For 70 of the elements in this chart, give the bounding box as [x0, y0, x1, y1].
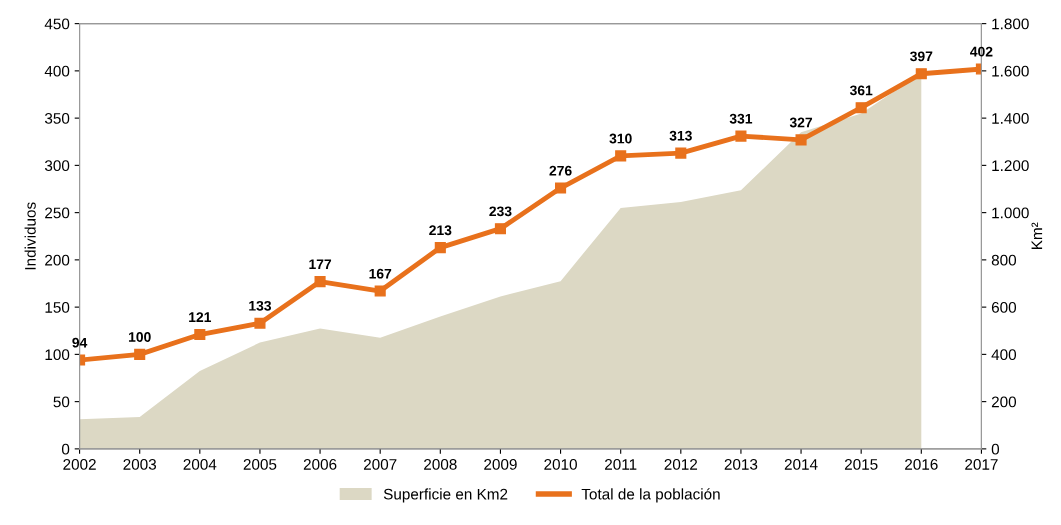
data-label: 100 — [128, 332, 151, 342]
legend-label: Total de la población — [581, 488, 720, 503]
x-tick-label: 2013 — [724, 459, 758, 470]
data-label: 313 — [669, 130, 692, 141]
y-axis-title: Individuos — [24, 202, 36, 270]
data-label: 331 — [729, 113, 753, 124]
x-tick-label: 2010 — [544, 459, 577, 470]
y-tick-label: 200 — [45, 254, 70, 266]
point — [735, 130, 747, 142]
x-tick-label: 2017 — [965, 459, 998, 470]
data-label: 167 — [369, 268, 392, 279]
y-tick-label: 0 — [61, 443, 70, 455]
x-tick-label: 2004 — [183, 459, 217, 470]
data-label: 327 — [789, 117, 813, 128]
legend-label: Superficie en Km2 — [383, 488, 508, 503]
data-label: 213 — [429, 225, 452, 236]
y-tick-label: 350 — [44, 112, 70, 124]
y-tick-label: 250 — [45, 207, 70, 219]
data-label: 133 — [249, 300, 272, 311]
x-tick-label: 2003 — [123, 459, 157, 470]
y-tick-label: 150 — [45, 301, 70, 313]
data-label: 276 — [549, 165, 572, 176]
x-tick-label: 2002 — [63, 459, 96, 470]
point — [314, 276, 326, 288]
y-tick-label: 50 — [53, 396, 70, 408]
x-tick-label: 2007 — [363, 459, 397, 470]
point — [555, 182, 567, 194]
data-label: 361 — [849, 85, 873, 96]
x-tick-label: 2012 — [664, 459, 698, 470]
y2-tick-label: 1.400 — [992, 112, 1029, 124]
x-tick-label: 2016 — [905, 459, 938, 470]
x-tick-label: 2014 — [784, 459, 818, 470]
x-tick-label: 2005 — [243, 459, 277, 470]
y2-axis-title: Km² — [1031, 222, 1043, 249]
data-label: 402 — [970, 46, 993, 57]
point — [494, 223, 506, 235]
data-label: 397 — [910, 51, 933, 62]
x-tick-label: 2011 — [605, 459, 637, 470]
point — [134, 348, 146, 360]
x-tick-label: 2015 — [844, 459, 878, 470]
point — [615, 150, 627, 162]
point — [855, 102, 867, 114]
point — [434, 242, 446, 254]
x-tick-label: 2008 — [424, 459, 457, 470]
data-label: 177 — [309, 259, 332, 270]
point — [795, 134, 807, 146]
point — [254, 317, 266, 329]
y2-tick-label: 1.200 — [992, 160, 1029, 172]
x-tick-label: 2006 — [303, 459, 337, 470]
data-label: 310 — [609, 133, 632, 144]
y2-tick-label: 0 — [991, 443, 1000, 455]
y-tick-label: 400 — [44, 65, 70, 77]
y2-tick-label: 200 — [991, 396, 1017, 408]
y-tick-label: 300 — [44, 160, 70, 172]
data-label: 94 — [72, 337, 88, 348]
y2-tick-label: 600 — [991, 301, 1017, 313]
point — [915, 68, 927, 80]
point — [194, 328, 206, 341]
x-tick-label: 2009 — [484, 459, 517, 470]
y2-tick-label: 1.800 — [992, 18, 1029, 30]
y-tick-label: 100 — [45, 349, 70, 361]
y2-tick-label: 1.600 — [992, 65, 1029, 77]
data-label: 233 — [489, 206, 512, 217]
data-label: 121 — [189, 312, 212, 322]
y2-tick-label: 1.000 — [992, 207, 1029, 219]
y-tick-label: 450 — [44, 18, 70, 30]
point — [675, 147, 687, 159]
y2-tick-label: 800 — [991, 254, 1017, 266]
point — [374, 285, 386, 297]
y2-tick-label: 400 — [991, 349, 1017, 361]
